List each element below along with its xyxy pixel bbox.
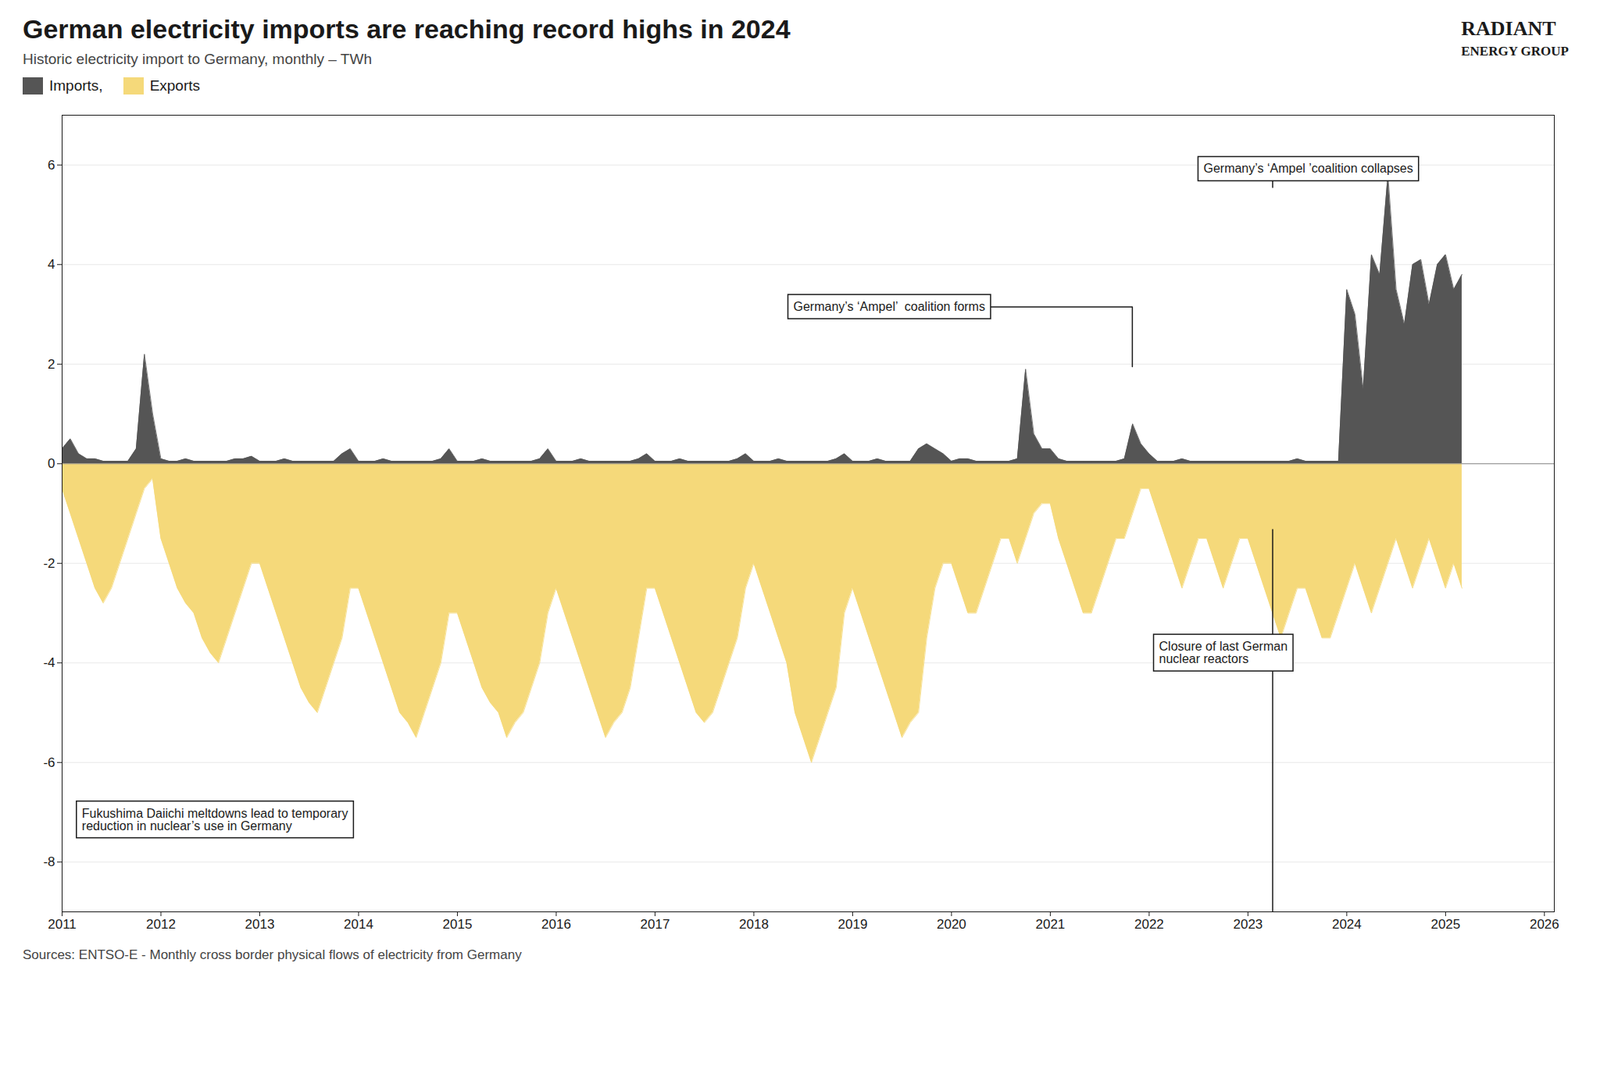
svg-text:2024: 2024 [1332, 917, 1362, 933]
svg-text:4: 4 [47, 257, 55, 272]
svg-text:Closure of last Germannuclear: Closure of last Germannuclear reactors [1159, 639, 1289, 666]
svg-text:0: 0 [47, 456, 55, 472]
svg-text:2022: 2022 [1134, 917, 1165, 933]
svg-text:2020: 2020 [936, 917, 967, 933]
html-text:German electricity imports are: German electricity imports are reaching … [22, 14, 791, 44]
svg-text:2012: 2012 [146, 917, 176, 933]
svg-text:2016: 2016 [541, 917, 572, 933]
html-text:RADIANT: RADIANT [1461, 17, 1556, 40]
html-text:Exports: Exports [149, 77, 200, 94]
svg-text:Germany’s ‘Ampel’ coalition f: Germany’s ‘Ampel’ coalition forms [793, 300, 986, 314]
svg-text:Fukushima Daiichi meltdowns le: Fukushima Daiichi meltdowns lead to temp… [82, 807, 349, 833]
svg-text:2019: 2019 [838, 917, 868, 933]
svg-text:2014: 2014 [343, 917, 374, 933]
svg-text:2025: 2025 [1430, 917, 1461, 933]
svg-text:-8: -8 [42, 854, 55, 870]
svg-text:2018: 2018 [739, 917, 769, 933]
svg-text:-6: -6 [42, 755, 55, 771]
svg-text:2015: 2015 [442, 917, 473, 933]
svg-text:2017: 2017 [640, 917, 671, 933]
svg-text:2021: 2021 [1035, 917, 1065, 933]
svg-text:6: 6 [47, 157, 55, 173]
svg-text:-4: -4 [42, 655, 55, 671]
svg-text:Germany’s ‘Ampel ’coalition co: Germany’s ‘Ampel ’coalition collapses [1203, 161, 1413, 175]
html-text:Imports,: Imports, [49, 77, 103, 94]
svg-text:2011: 2011 [47, 917, 77, 933]
html-text:Historic electricity import to: Historic electricity import to Germany, … [22, 50, 372, 68]
html-text:Sources: ENTSO-E - Monthly cro: Sources: ENTSO-E - Monthly cross border … [22, 947, 522, 963]
svg-text:2: 2 [47, 357, 55, 372]
svg-text:2013: 2013 [245, 917, 275, 933]
html-text:ENERGY GROUP: ENERGY GROUP [1461, 43, 1569, 59]
svg-text:-2: -2 [42, 556, 55, 572]
svg-text:2023: 2023 [1232, 917, 1263, 933]
svg-text:2026: 2026 [1529, 917, 1560, 933]
